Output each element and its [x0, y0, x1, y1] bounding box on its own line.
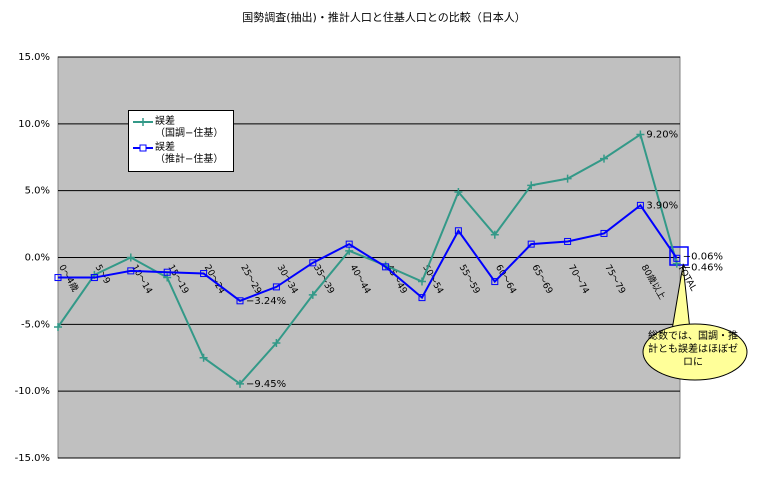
y-tick-label: 15.0%	[18, 52, 50, 63]
marker	[636, 130, 645, 139]
data-label: −0.06%	[683, 251, 723, 262]
y-tick-label: -10.0%	[15, 386, 50, 397]
marker	[382, 263, 390, 271]
marker	[527, 181, 536, 190]
y-tick-label: -15.0%	[15, 453, 50, 464]
marker	[54, 274, 62, 282]
marker	[454, 227, 462, 235]
legend-label: 誤差 （推計−住基）	[155, 142, 224, 165]
marker	[636, 201, 644, 209]
marker	[418, 294, 426, 302]
marker	[200, 270, 208, 278]
marker	[236, 297, 244, 305]
marker	[563, 174, 572, 183]
marker	[418, 277, 426, 286]
annotation: 総数では、国調・推計とも誤差はほぼゼロに	[648, 331, 738, 368]
marker	[491, 278, 499, 286]
marker	[199, 353, 208, 362]
legend-key	[133, 116, 155, 128]
marker	[309, 259, 317, 267]
data-label: −3.24%	[246, 296, 286, 307]
marker	[564, 237, 572, 245]
marker	[90, 274, 98, 282]
marker	[163, 268, 171, 276]
marker	[600, 154, 608, 163]
marker	[272, 283, 280, 291]
marker	[673, 254, 681, 262]
marker	[527, 240, 535, 248]
marker	[236, 379, 244, 388]
y-tick-label: 10.0%	[18, 119, 50, 130]
data-label: −0.46%	[683, 263, 723, 274]
marker	[272, 339, 281, 348]
y-tick-label: 0.0%	[25, 253, 50, 264]
highlight-box	[669, 246, 689, 266]
data-label: 9.20%	[646, 130, 678, 141]
legend: 誤差 （国調−住基） 誤差 （推計−住基）	[128, 110, 234, 172]
callout	[642, 323, 748, 381]
data-label: 3.90%	[646, 200, 678, 211]
y-tick-label: -5.0%	[21, 319, 50, 330]
marker	[308, 290, 317, 299]
series-line	[58, 203, 678, 302]
marker	[345, 240, 353, 248]
legend-label: 誤差 （国調−住基）	[155, 116, 224, 139]
legend-entry: 誤差 （推計−住基）	[133, 142, 229, 166]
chart-title: 国勢調査(抽出)・推計人口と住基人口との比較（日本人）	[242, 10, 525, 24]
marker	[600, 229, 608, 237]
marker	[126, 253, 135, 262]
marker	[454, 188, 463, 197]
legend-key	[133, 142, 155, 154]
marker	[490, 230, 499, 239]
series-line	[57, 132, 678, 386]
marker	[345, 246, 354, 255]
y-tick-label: 5.0%	[25, 186, 50, 197]
data-label: −9.45%	[246, 379, 286, 390]
marker	[127, 267, 135, 275]
legend-entry: 誤差 （国調−住基）	[133, 116, 229, 140]
marker	[54, 323, 62, 332]
